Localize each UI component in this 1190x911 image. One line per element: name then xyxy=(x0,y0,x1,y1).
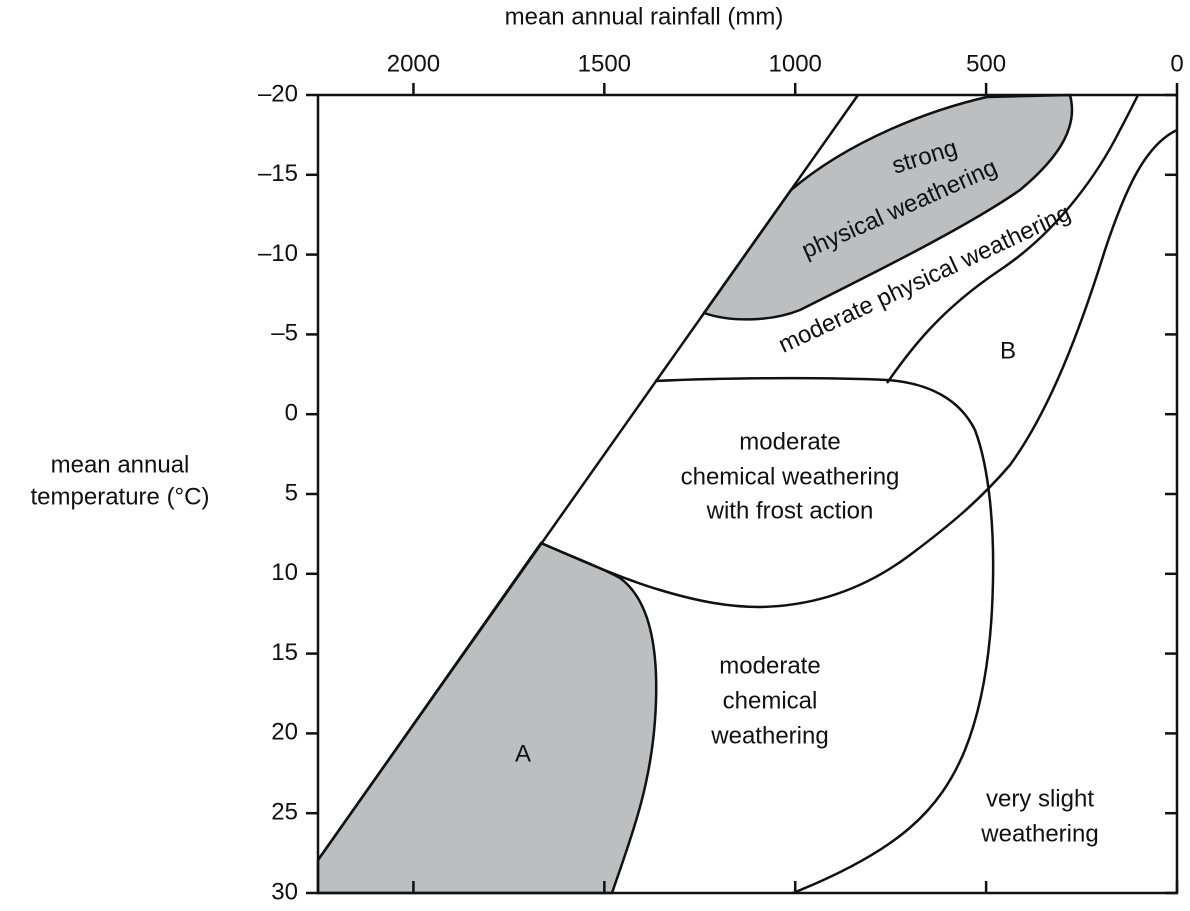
boundary-diagonal xyxy=(316,94,860,861)
region-strong-physical xyxy=(702,93,1074,321)
boundary-frost-upper xyxy=(654,376,995,895)
region-label: with frost action xyxy=(706,497,874,524)
y-tick-label: 10 xyxy=(271,559,298,586)
y-tick-label: –5 xyxy=(271,320,298,347)
region-label: A xyxy=(515,740,531,767)
y-axis-title: mean annual xyxy=(51,451,190,478)
region-label: chemical weathering xyxy=(681,463,900,490)
region-label: very slight xyxy=(986,785,1094,812)
region-label: chemical xyxy=(723,687,818,714)
boundary-b xyxy=(885,94,1140,384)
region-label: weathering xyxy=(710,722,828,749)
region-a xyxy=(316,541,658,895)
x-tick-label: 1000 xyxy=(769,50,822,77)
y-tick-label: 0 xyxy=(285,400,298,427)
y-axis-title: temperature (°C) xyxy=(31,483,210,510)
y-tick-label: –15 xyxy=(258,160,298,187)
x-axis-title: mean annual rainfall (mm) xyxy=(505,3,784,30)
x-tick-label: 2000 xyxy=(387,50,440,77)
y-tick-label: 15 xyxy=(271,639,298,666)
y-tick-label: 25 xyxy=(271,799,298,826)
region-label: moderate xyxy=(739,428,840,455)
y-tick-label: 30 xyxy=(271,878,298,905)
region-label: B xyxy=(1000,337,1016,364)
x-tick-label: 1500 xyxy=(578,50,631,77)
boundary-frost-lower xyxy=(540,128,1178,609)
y-tick-label: 20 xyxy=(271,719,298,746)
y-tick-label: –10 xyxy=(258,240,298,267)
y-tick-label: 5 xyxy=(285,479,298,506)
y-tick-label: –20 xyxy=(258,80,298,107)
x-tick-label: 500 xyxy=(966,50,1006,77)
x-tick-label: 0 xyxy=(1170,50,1183,77)
region-label: weathering xyxy=(980,820,1098,847)
region-label: moderate xyxy=(719,652,820,679)
